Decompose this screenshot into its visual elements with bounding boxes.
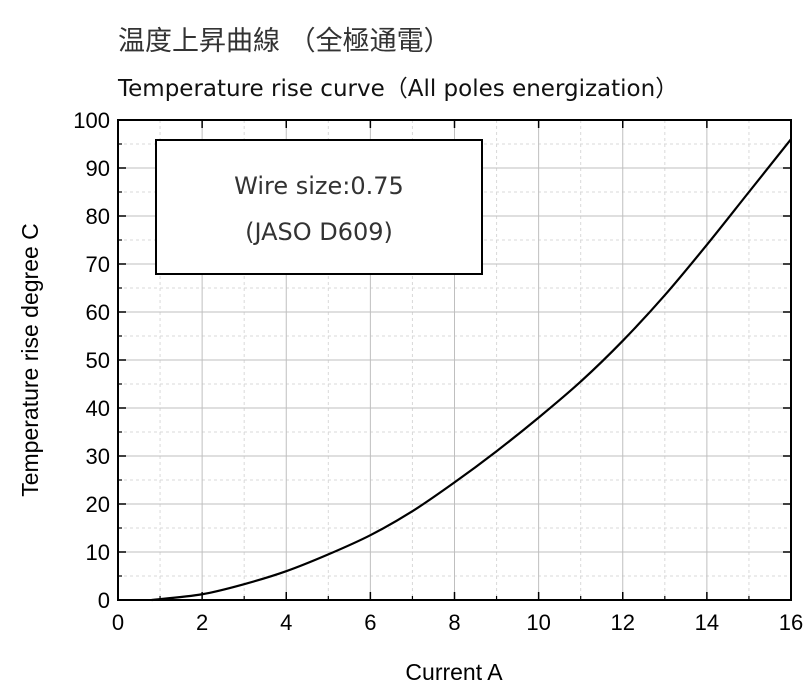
x-tick-label: 12 xyxy=(611,610,635,635)
chart-subtitle: Temperature rise curve（All poles energiz… xyxy=(117,76,678,102)
y-axis-label: Temperature rise degree C xyxy=(17,223,43,497)
plot-frame xyxy=(117,119,792,601)
x-tick-label: 14 xyxy=(695,610,719,635)
y-tick-label: 20 xyxy=(86,492,110,517)
y-tick-label: 40 xyxy=(86,396,110,421)
annotation-box: Wire size:0.75 (JASO D609) xyxy=(155,139,483,275)
x-tick-label: 6 xyxy=(364,610,376,635)
y-tick-label: 30 xyxy=(86,444,110,469)
y-tick-label: 60 xyxy=(86,300,110,325)
y-axis-ticks: 0 10 20 30 40 50 60 70 80 90 100 xyxy=(73,108,791,613)
y-tick-label: 100 xyxy=(73,108,110,133)
x-tick-label: 10 xyxy=(526,610,550,635)
y-tick-label: 10 xyxy=(86,540,110,565)
annotation-line-1: Wire size:0.75 xyxy=(234,172,404,200)
x-tick-label: 2 xyxy=(196,610,208,635)
x-axis-ticks: 0 2 4 6 8 10 12 14 16 xyxy=(112,120,803,635)
x-tick-label: 0 xyxy=(112,610,124,635)
x-tick-label: 4 xyxy=(280,610,292,635)
annotation-line-2: (JASO D609) xyxy=(245,218,393,246)
x-axis-label: Current A xyxy=(405,659,503,685)
y-tick-label: 70 xyxy=(86,252,110,277)
series-line-temperature-rise xyxy=(151,138,792,602)
y-tick-label: 0 xyxy=(98,588,110,613)
x-tick-label: 8 xyxy=(448,610,460,635)
annotation-frame xyxy=(155,139,483,275)
y-tick-label: 50 xyxy=(86,348,110,373)
chart-title: 温度上昇曲線 （全極通電） xyxy=(118,26,451,57)
x-tick-label: 16 xyxy=(779,610,803,635)
y-tick-label: 80 xyxy=(86,204,110,229)
y-tick-label: 90 xyxy=(86,156,110,181)
